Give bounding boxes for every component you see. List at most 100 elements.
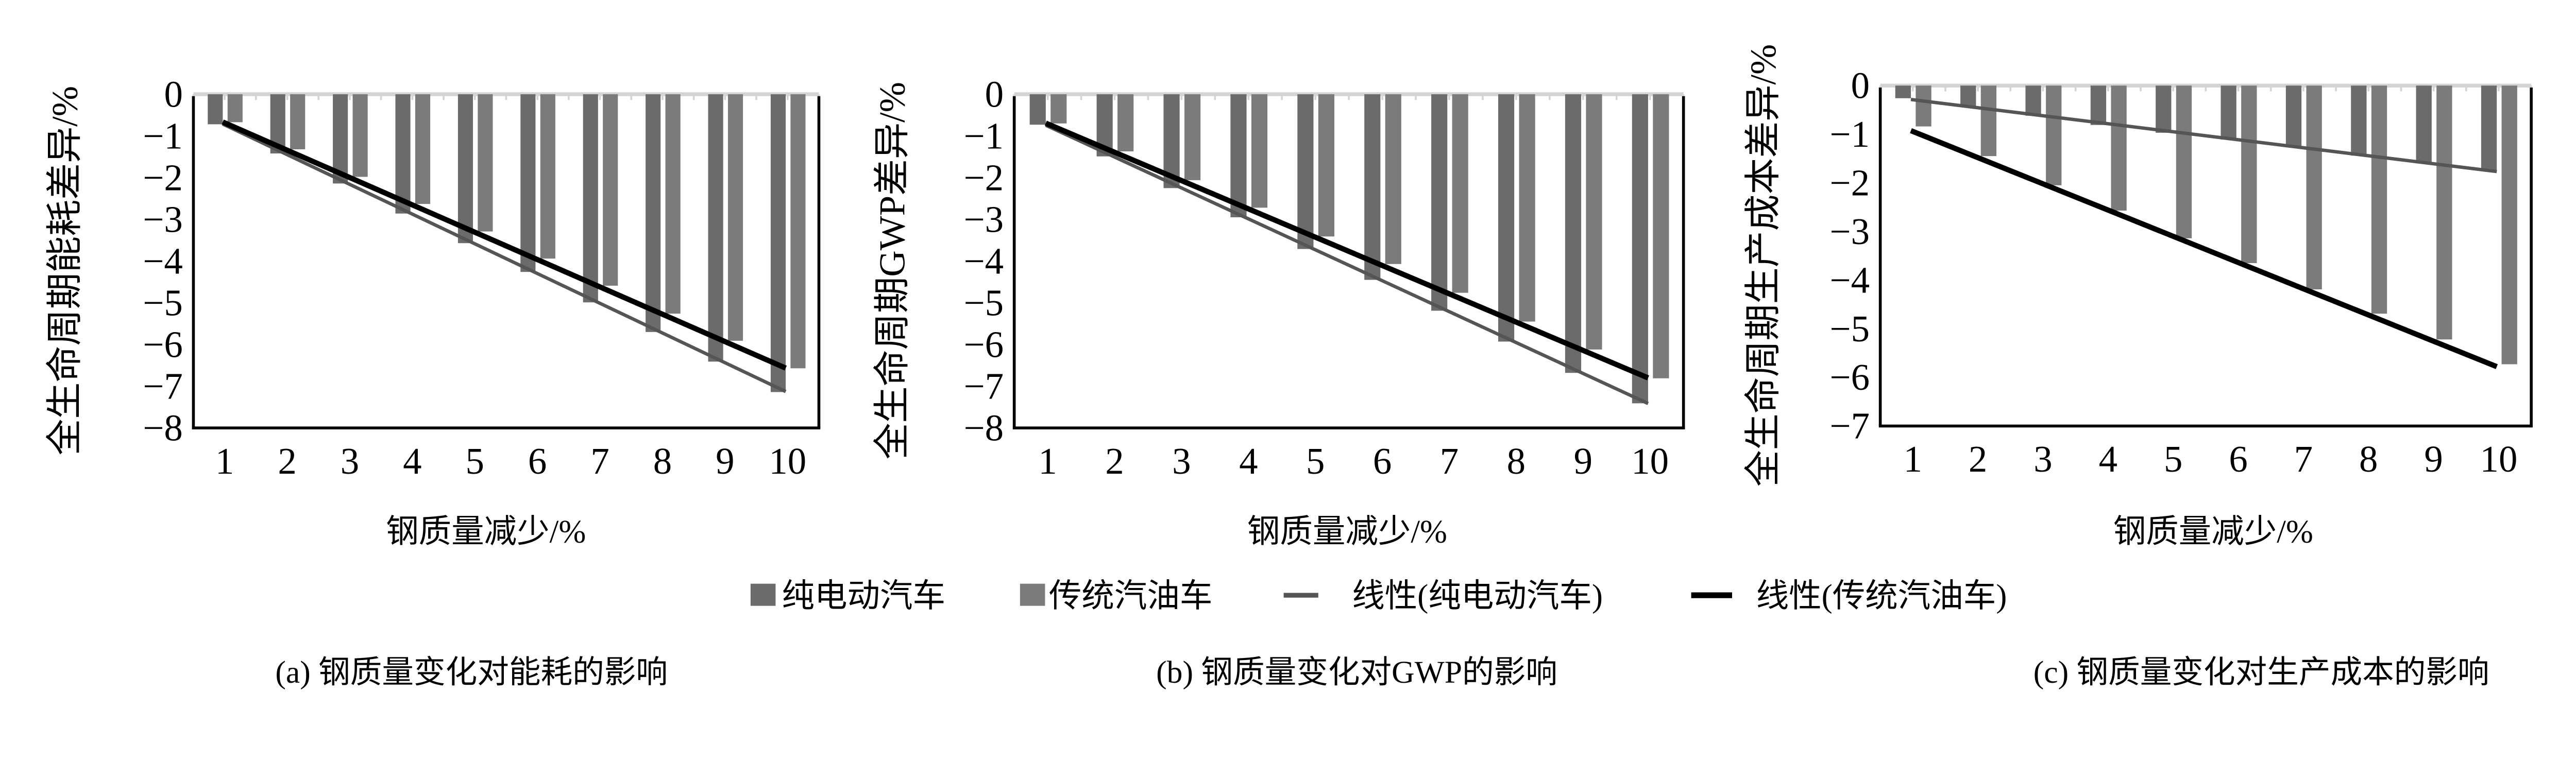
y-axis-title: 全生命周期能耗差异/% xyxy=(45,86,85,456)
trendline-ev xyxy=(1045,124,1649,405)
y-tick-label: −7 xyxy=(1830,405,1870,447)
bar-ev xyxy=(2481,85,2497,171)
bar-conv xyxy=(352,94,368,177)
bar-conv xyxy=(1586,94,1602,350)
y-tick-label: −2 xyxy=(1830,162,1870,203)
bar-ev xyxy=(520,94,536,272)
bar-ev xyxy=(208,94,223,125)
legend-swatch-ev xyxy=(750,583,776,606)
trendline-ev xyxy=(1910,98,2497,174)
bar-ev xyxy=(395,94,411,214)
legend-label-ev-trend: 线性(纯电动汽车) xyxy=(1352,578,1603,614)
chart-b: 0−1−2−3−4−5−6−7−8 1 2 3 4 5 6 7 8 9 10 全生命周期GWP差异/%… xyxy=(873,73,1685,690)
bar-conv xyxy=(665,94,681,314)
x-tick-label: 3 xyxy=(341,440,359,482)
bar-conv xyxy=(2241,85,2257,263)
x-tick-label: 4 xyxy=(2099,438,2117,480)
x-tick-label: 10 xyxy=(769,440,806,482)
bar-ev xyxy=(2351,85,2367,156)
x-tick-label: 8 xyxy=(653,440,672,482)
legend-label-ev: 纯电动汽车 xyxy=(782,578,945,614)
y-tick-label: −1 xyxy=(1830,113,1870,155)
bar-conv xyxy=(1916,85,1931,127)
chart-c: 0 −1 −2 −3 −4 −5 −6 −7 1 2 3 4 5 6 7 8 9 10 全生命周期生产成本差异/% 钢… xyxy=(1743,44,2533,690)
x-tick-label: 10 xyxy=(2480,438,2518,480)
x-tick-label: 5 xyxy=(1306,440,1325,482)
x-tick-label: 4 xyxy=(1239,440,1258,482)
bar-ev xyxy=(1297,94,1314,249)
x-tick-label: 9 xyxy=(2424,438,2443,480)
bar-ev xyxy=(1230,94,1247,218)
y-tick-label: −4 xyxy=(964,240,1004,282)
y-tick-label: −3 xyxy=(964,198,1004,240)
bar-ev xyxy=(1364,94,1381,280)
bar-ev xyxy=(1632,94,1648,404)
x-axis-title: 钢质量减少/% xyxy=(1247,513,1447,549)
x-tick-label: 1 xyxy=(1038,440,1057,482)
y-tick-label: −1 xyxy=(143,115,183,157)
bar-ev xyxy=(2221,85,2236,140)
y-tick-label: −4 xyxy=(143,240,183,282)
bar-conv xyxy=(2046,85,2062,185)
bar-ev xyxy=(1895,85,1911,98)
y-tick-label: −2 xyxy=(964,157,1004,198)
bar-ev xyxy=(646,94,661,332)
y-tick-label: −3 xyxy=(143,198,183,240)
bar-conv xyxy=(2111,85,2127,211)
x-tick-label: 9 xyxy=(716,440,734,482)
chart-caption: (c) 钢质量变化对生产成本的影响 xyxy=(2033,655,2489,690)
bar-conv xyxy=(227,94,243,123)
y-tick-label: −7 xyxy=(143,365,183,407)
bar-conv xyxy=(2306,85,2322,289)
y-tick-label: −1 xyxy=(964,115,1004,157)
bar-conv xyxy=(2371,85,2387,314)
y-axis-title: 全生命周期GWP差异/% xyxy=(873,82,913,459)
x-tick-label: 10 xyxy=(1631,440,1669,482)
trendline-ev xyxy=(222,122,787,393)
x-tick-label: 2 xyxy=(1105,440,1124,482)
bar-conv xyxy=(478,94,493,232)
bar-ev xyxy=(583,94,598,303)
bar-ev xyxy=(2285,85,2302,148)
bar-conv xyxy=(1653,94,1669,378)
x-tick-label: 7 xyxy=(590,440,609,482)
legend-swatch-conv xyxy=(1020,583,1045,606)
y-tick-label: −5 xyxy=(143,282,183,323)
x-tick-label: 7 xyxy=(1440,440,1459,482)
bar-ev xyxy=(1960,85,1976,107)
bar-conv xyxy=(1117,94,1134,152)
bar-conv xyxy=(1184,94,1201,180)
y-tick-label: 0 xyxy=(1851,65,1870,107)
x-tick-label: 8 xyxy=(2359,438,2378,480)
bar-conv xyxy=(2176,85,2192,238)
bar-ev xyxy=(708,94,723,362)
bar-ev xyxy=(2025,85,2041,116)
bar-conv xyxy=(1385,94,1401,264)
bar-conv xyxy=(2436,85,2452,340)
bar-ev xyxy=(2416,85,2432,164)
y-tick-label: −5 xyxy=(1830,308,1870,350)
bar-conv xyxy=(2501,85,2517,365)
bar-conv xyxy=(1452,94,1468,293)
bar-conv xyxy=(1519,94,1535,322)
x-tick-label: 2 xyxy=(1969,438,1987,480)
bar-conv xyxy=(790,94,806,369)
x-tick-label: 1 xyxy=(215,440,234,482)
y-tick-label: 0 xyxy=(164,73,182,115)
legend: 纯电动汽车 传统汽油车 线性(纯电动汽车) 线性(传统汽油车) xyxy=(750,578,2007,614)
bar-ev xyxy=(457,94,473,244)
x-tick-label: 5 xyxy=(2164,438,2182,480)
y-tick-label: −6 xyxy=(964,323,1004,365)
trendline-conv xyxy=(222,119,787,371)
trendline-conv xyxy=(1910,128,2498,369)
bar-conv xyxy=(1318,94,1334,237)
chart-caption: (b) 钢质量变化对GWP的影响 xyxy=(1156,655,1557,690)
y-tick-label: 0 xyxy=(985,73,1004,115)
legend-label-conv-trend: 线性(传统汽油车) xyxy=(1756,578,2007,614)
bar-conv xyxy=(290,94,306,149)
bar-ev xyxy=(1498,94,1515,342)
bar-ev xyxy=(1565,94,1582,373)
y-tick-label: −2 xyxy=(143,157,183,198)
x-tick-label: 1 xyxy=(1904,438,1922,480)
y-tick-label: −6 xyxy=(1830,356,1870,398)
